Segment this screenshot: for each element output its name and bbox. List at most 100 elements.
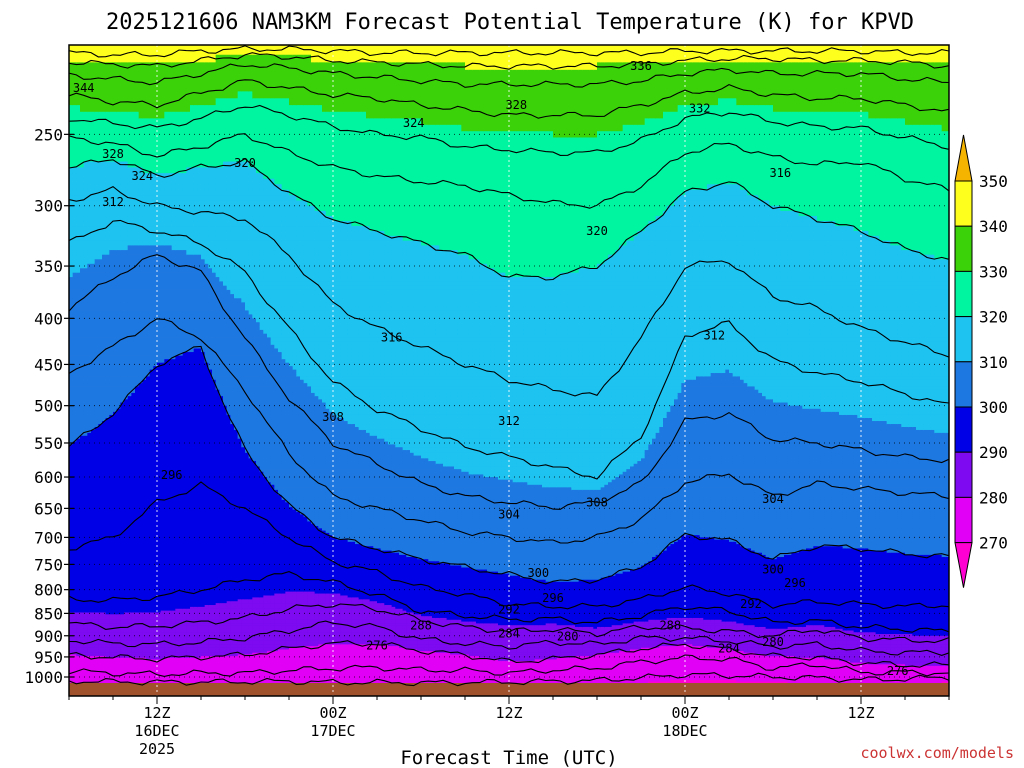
theta-cell xyxy=(76,245,80,250)
theta-cell xyxy=(76,277,80,282)
theta-cell xyxy=(76,150,80,157)
theta-cell xyxy=(84,281,88,286)
theta-cell xyxy=(76,337,80,341)
theta-cell xyxy=(80,200,84,206)
theta-cell xyxy=(84,150,88,157)
theta-cell xyxy=(80,173,84,179)
theta-cell xyxy=(76,156,80,162)
theta-cell xyxy=(80,206,84,212)
theta-cell xyxy=(76,356,80,360)
theta-cell xyxy=(84,179,88,185)
theta-cell xyxy=(73,298,77,303)
theta-cell xyxy=(76,173,80,179)
theta-cell xyxy=(73,341,77,345)
theta-cell xyxy=(80,334,84,338)
theta-cell xyxy=(84,286,88,291)
theta-cell xyxy=(73,144,77,151)
theta-cell xyxy=(80,98,84,105)
theta-cell xyxy=(80,337,84,341)
theta-cell xyxy=(73,268,77,273)
theta-cell xyxy=(84,298,88,303)
theta-cell xyxy=(76,118,80,125)
theta-cell xyxy=(76,55,80,63)
theta-cell xyxy=(80,125,84,132)
theta-cell xyxy=(73,310,77,315)
theta-cell xyxy=(73,137,77,144)
theta-cell xyxy=(80,306,84,311)
theta-cell xyxy=(80,277,84,282)
theta-cell xyxy=(80,359,84,363)
theta-cell xyxy=(73,156,77,162)
theta-cell xyxy=(76,268,80,273)
theta-cell xyxy=(76,125,80,132)
theta-cell xyxy=(73,211,77,217)
theta-cell xyxy=(73,337,77,341)
theta-cell xyxy=(73,190,77,196)
theta-cell xyxy=(76,334,80,338)
theta-cell xyxy=(73,184,77,190)
theta-cell xyxy=(73,125,77,132)
theta-cell xyxy=(84,211,88,217)
theta-cell xyxy=(84,221,88,227)
theta-cell xyxy=(76,290,80,295)
theta-cell xyxy=(76,273,80,278)
theta-cell xyxy=(76,345,80,349)
theta-cell xyxy=(84,310,88,315)
theta-cell xyxy=(76,226,80,232)
theta-cell xyxy=(73,259,77,264)
theta-cell xyxy=(76,306,80,311)
theta-cell xyxy=(80,216,84,222)
potential-temperature-chart: 2025121606 NAM3KM Forecast Potential Tem… xyxy=(0,0,1024,768)
theta-cell xyxy=(73,334,77,338)
theta-cell xyxy=(84,112,88,119)
theta-cell xyxy=(84,125,88,132)
theta-cell xyxy=(73,221,77,227)
theta-cell xyxy=(80,118,84,125)
theta-cell xyxy=(76,330,80,334)
theta-cell xyxy=(73,356,77,360)
theta-cell xyxy=(80,156,84,162)
theta-bands xyxy=(69,43,953,688)
theta-cell xyxy=(73,167,77,173)
theta-cell xyxy=(73,105,77,112)
theta-cell xyxy=(80,314,84,319)
theta-cell xyxy=(76,259,80,264)
theta-cell xyxy=(73,286,77,291)
theta-cell xyxy=(80,144,84,151)
theta-cell xyxy=(80,167,84,173)
theta-cell xyxy=(73,250,77,255)
theta-cell xyxy=(80,286,84,291)
theta-cell xyxy=(73,277,77,282)
theta-cell xyxy=(84,118,88,125)
theta-cell xyxy=(84,277,88,282)
theta-cell xyxy=(80,348,84,352)
theta-cell xyxy=(80,318,84,322)
theta-cell xyxy=(80,326,84,330)
theta-cell xyxy=(80,356,84,360)
theta-cell xyxy=(80,290,84,295)
theta-cell xyxy=(73,330,77,334)
theta-cell xyxy=(84,184,88,190)
theta-cell xyxy=(73,326,77,330)
theta-cell xyxy=(80,345,84,349)
theta-cell xyxy=(73,241,77,246)
theta-cell xyxy=(84,259,88,264)
theta-cell xyxy=(80,105,84,112)
theta-cell xyxy=(80,273,84,278)
theta-cell xyxy=(80,330,84,334)
theta-cell xyxy=(73,112,77,119)
theta-cell xyxy=(76,105,80,112)
theta-cell xyxy=(80,302,84,307)
theta-cell xyxy=(73,55,77,63)
theta-cell xyxy=(73,348,77,352)
theta-cell xyxy=(84,105,88,112)
theta-cell xyxy=(73,318,77,322)
theta-cell xyxy=(73,273,77,278)
theta-cell xyxy=(73,118,77,125)
theta-cell xyxy=(76,167,80,173)
theta-cell xyxy=(80,184,84,190)
theta-cell xyxy=(76,144,80,151)
theta-cell xyxy=(76,359,80,363)
theta-cell xyxy=(73,179,77,185)
theta-cell xyxy=(73,231,77,236)
